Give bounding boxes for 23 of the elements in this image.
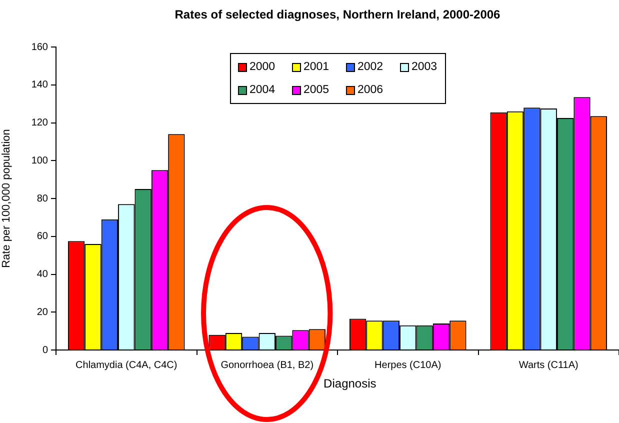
y-tick-label: 80	[36, 193, 48, 204]
x-tick-label: Warts (C11A)	[518, 360, 578, 371]
legend-label: 2005	[304, 84, 330, 96]
legend-label: 2000	[250, 61, 276, 73]
x-axis-title: Diagnosis	[324, 376, 376, 390]
legend-label: 2003	[412, 61, 438, 73]
legend-label: 2001	[304, 61, 330, 73]
y-tick-label: 0	[42, 344, 48, 356]
legend-label: 2006	[358, 84, 384, 96]
y-tick-label: 40	[36, 269, 48, 280]
y-tick-label: 120	[31, 118, 48, 128]
y-tick-label: 60	[36, 231, 48, 242]
x-tick-label: Herpes (C10A)	[374, 360, 442, 371]
y-tick-label: 100	[31, 155, 48, 166]
y-tick-label: 20	[36, 306, 48, 318]
legend-label: 2004	[250, 84, 276, 96]
chart-title: Rates of selected diagnoses, Northern Ireland, 2000-2006	[174, 7, 501, 22]
legend-label: 2002	[358, 61, 384, 73]
y-tick-label: 160	[31, 42, 48, 53]
x-tick-label: Chlamydia (C4A, C4C)	[76, 360, 178, 371]
y-tick-label: 140	[31, 80, 48, 91]
y-axis-title: Rate per 100,000 population	[0, 129, 13, 268]
x-tick-label: Gonorrhoea (B1, B2)	[220, 360, 314, 371]
